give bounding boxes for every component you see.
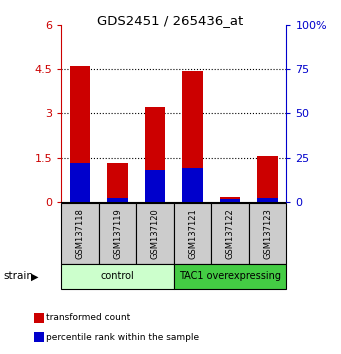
Bar	[99, 203, 136, 264]
Text: GDS2451 / 265436_at: GDS2451 / 265436_at	[98, 14, 243, 27]
Text: control: control	[101, 272, 134, 281]
Text: ▶: ▶	[31, 272, 38, 281]
Text: GSM137123: GSM137123	[263, 208, 272, 259]
Text: strain: strain	[3, 272, 33, 281]
Bar	[182, 168, 203, 202]
Bar	[211, 203, 249, 264]
Text: TAC1 overexpressing: TAC1 overexpressing	[179, 272, 281, 281]
Bar	[220, 199, 240, 202]
Bar	[257, 156, 278, 202]
Bar	[70, 163, 90, 202]
Text: transformed count: transformed count	[46, 313, 130, 322]
Text: percentile rank within the sample: percentile rank within the sample	[46, 333, 199, 342]
Bar	[145, 170, 165, 202]
Bar	[220, 198, 240, 202]
Bar	[70, 66, 90, 202]
Bar	[61, 264, 174, 289]
Bar	[107, 164, 128, 202]
Bar	[107, 198, 128, 202]
Text: GSM137119: GSM137119	[113, 208, 122, 259]
Text: GSM137122: GSM137122	[226, 208, 235, 259]
Bar	[174, 264, 286, 289]
Bar	[182, 70, 203, 202]
Bar	[249, 203, 286, 264]
Bar	[145, 107, 165, 202]
Text: GSM137121: GSM137121	[188, 208, 197, 259]
Bar	[61, 203, 99, 264]
Bar	[257, 198, 278, 202]
Text: GSM137120: GSM137120	[151, 208, 160, 259]
Bar	[174, 203, 211, 264]
Bar	[136, 203, 174, 264]
Text: GSM137118: GSM137118	[76, 208, 85, 259]
